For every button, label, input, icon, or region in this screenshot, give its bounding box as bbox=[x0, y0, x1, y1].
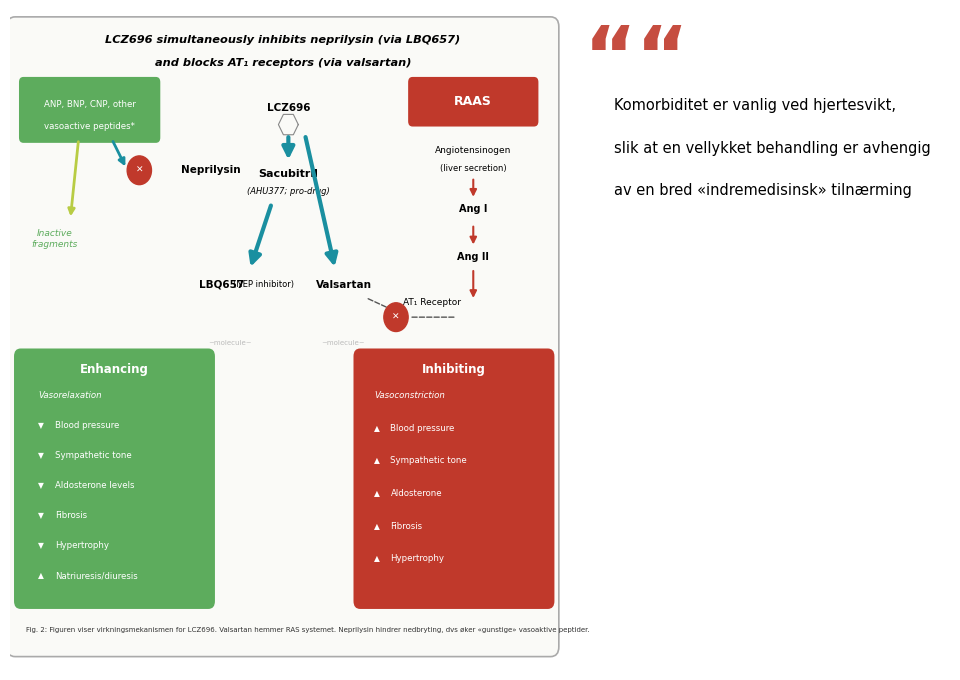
FancyBboxPatch shape bbox=[7, 17, 559, 657]
Text: Hypertrophy: Hypertrophy bbox=[55, 541, 108, 550]
FancyBboxPatch shape bbox=[353, 348, 555, 609]
Text: ▲: ▲ bbox=[38, 571, 44, 580]
Text: Neprilysin: Neprilysin bbox=[180, 165, 240, 175]
Text: ▲: ▲ bbox=[373, 424, 380, 432]
Text: ▼: ▼ bbox=[38, 481, 44, 490]
Text: Fibrosis: Fibrosis bbox=[55, 511, 87, 520]
Text: LCZ696: LCZ696 bbox=[267, 103, 310, 114]
Text: Sacubitril: Sacubitril bbox=[258, 169, 319, 179]
Text: ✕: ✕ bbox=[393, 313, 399, 322]
Text: ▼: ▼ bbox=[38, 451, 44, 460]
Text: ~molecule~: ~molecule~ bbox=[322, 340, 366, 346]
Text: AT₁ Receptor: AT₁ Receptor bbox=[403, 298, 461, 307]
Text: Vasoconstriction: Vasoconstriction bbox=[373, 391, 444, 400]
Text: Fig. 2: Figuren viser virkningsmekanismen for LCZ696. Valsartan hemmer RAS syste: Fig. 2: Figuren viser virkningsmekanisme… bbox=[26, 628, 589, 634]
Text: vasoactive peptides*: vasoactive peptides* bbox=[44, 122, 135, 131]
Text: Komorbiditet er vanlig ved hjertesvikt,: Komorbiditet er vanlig ved hjertesvikt, bbox=[614, 99, 896, 114]
Text: (liver secretion): (liver secretion) bbox=[440, 165, 507, 173]
FancyBboxPatch shape bbox=[19, 77, 160, 143]
Text: ““: ““ bbox=[584, 23, 689, 101]
Text: Aldosterone: Aldosterone bbox=[391, 489, 443, 498]
Text: LBQ657: LBQ657 bbox=[200, 279, 245, 290]
Text: Blood pressure: Blood pressure bbox=[391, 424, 455, 432]
FancyBboxPatch shape bbox=[408, 77, 539, 126]
Text: Blood pressure: Blood pressure bbox=[55, 421, 119, 430]
Text: RAAS: RAAS bbox=[454, 95, 492, 108]
Text: ▲: ▲ bbox=[373, 456, 380, 465]
Text: Vasorelaxation: Vasorelaxation bbox=[38, 391, 102, 400]
Text: slik at en vellykket behandling er avhengig: slik at en vellykket behandling er avhen… bbox=[614, 141, 930, 156]
Text: Inhibiting: Inhibiting bbox=[422, 363, 486, 376]
Text: ▲: ▲ bbox=[373, 522, 380, 530]
Text: Sympathetic tone: Sympathetic tone bbox=[391, 456, 468, 465]
Text: ▼: ▼ bbox=[38, 421, 44, 430]
Text: Natriuresis/diuresis: Natriuresis/diuresis bbox=[55, 571, 137, 580]
Text: and blocks AT₁ receptors (via valsartan): and blocks AT₁ receptors (via valsartan) bbox=[155, 58, 411, 67]
Text: ✕: ✕ bbox=[135, 166, 143, 175]
FancyBboxPatch shape bbox=[14, 348, 215, 609]
Text: Sympathetic tone: Sympathetic tone bbox=[55, 451, 132, 460]
Text: ▲: ▲ bbox=[373, 489, 380, 498]
Text: ANP, BNP, CNP, other: ANP, BNP, CNP, other bbox=[44, 101, 135, 109]
Text: Hypertrophy: Hypertrophy bbox=[391, 554, 444, 563]
Text: (NEP inhibitor): (NEP inhibitor) bbox=[233, 280, 294, 289]
Text: ▲: ▲ bbox=[373, 554, 380, 563]
Circle shape bbox=[127, 156, 152, 185]
Text: ▼: ▼ bbox=[38, 541, 44, 550]
Text: Valsartan: Valsartan bbox=[316, 279, 372, 290]
Text: Inactive
fragments: Inactive fragments bbox=[32, 229, 78, 248]
Text: Angiotensinogen: Angiotensinogen bbox=[435, 146, 512, 155]
Text: Ang I: Ang I bbox=[459, 205, 488, 214]
Text: ▼: ▼ bbox=[38, 511, 44, 520]
Text: Enhancing: Enhancing bbox=[80, 363, 149, 376]
Text: av en bred «indremedisinsk» tilnærming: av en bred «indremedisinsk» tilnærming bbox=[614, 184, 912, 199]
Text: LCZ696 simultaneously inhibits neprilysin (via LBQ657): LCZ696 simultaneously inhibits neprilysi… bbox=[106, 35, 461, 45]
Text: ~molecule~: ~molecule~ bbox=[208, 340, 252, 346]
Circle shape bbox=[384, 303, 408, 332]
Text: Aldosterone levels: Aldosterone levels bbox=[55, 481, 134, 490]
Text: Ang II: Ang II bbox=[457, 252, 490, 262]
Text: Fibrosis: Fibrosis bbox=[391, 522, 422, 530]
Text: (AHU377; pro-drug): (AHU377; pro-drug) bbox=[247, 187, 329, 197]
